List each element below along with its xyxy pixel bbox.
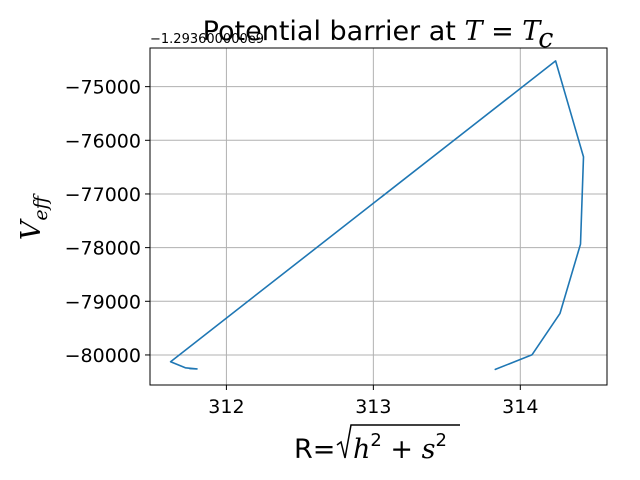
series-layer bbox=[169, 60, 585, 371]
x-tick-label: 313 bbox=[355, 396, 391, 418]
y-tick-label: −78000 bbox=[65, 238, 141, 260]
y-ticks: −80000 −79000 −78000 −77000 −76000 −75000 bbox=[65, 77, 150, 367]
axes-frame bbox=[149, 47, 608, 386]
y-tick-label: −76000 bbox=[65, 130, 141, 152]
sqrt-sign bbox=[336, 424, 460, 459]
x-ticks: 312 313 314 bbox=[208, 385, 538, 418]
grid bbox=[150, 48, 607, 385]
y-tick-label: −80000 bbox=[65, 345, 141, 367]
y-tick-label: −75000 bbox=[65, 77, 141, 99]
y-tick-label: −77000 bbox=[65, 184, 141, 206]
y-tick-label: −79000 bbox=[65, 291, 141, 313]
svg-text:h2 + s2: h2 + s2 bbox=[353, 430, 447, 465]
x-axis-label: R= h2 + s2 bbox=[294, 424, 460, 465]
x-tick-label: 312 bbox=[208, 396, 244, 418]
y-axis-label: Veff bbox=[16, 192, 52, 240]
chart-title: Potential barrier at T = Tc bbox=[203, 16, 554, 54]
y-offset-text: −1.293600000e9 bbox=[150, 32, 264, 47]
series-line bbox=[169, 60, 585, 371]
svg-text:R=: R= bbox=[294, 434, 335, 465]
x-tick-label: 314 bbox=[502, 396, 538, 418]
